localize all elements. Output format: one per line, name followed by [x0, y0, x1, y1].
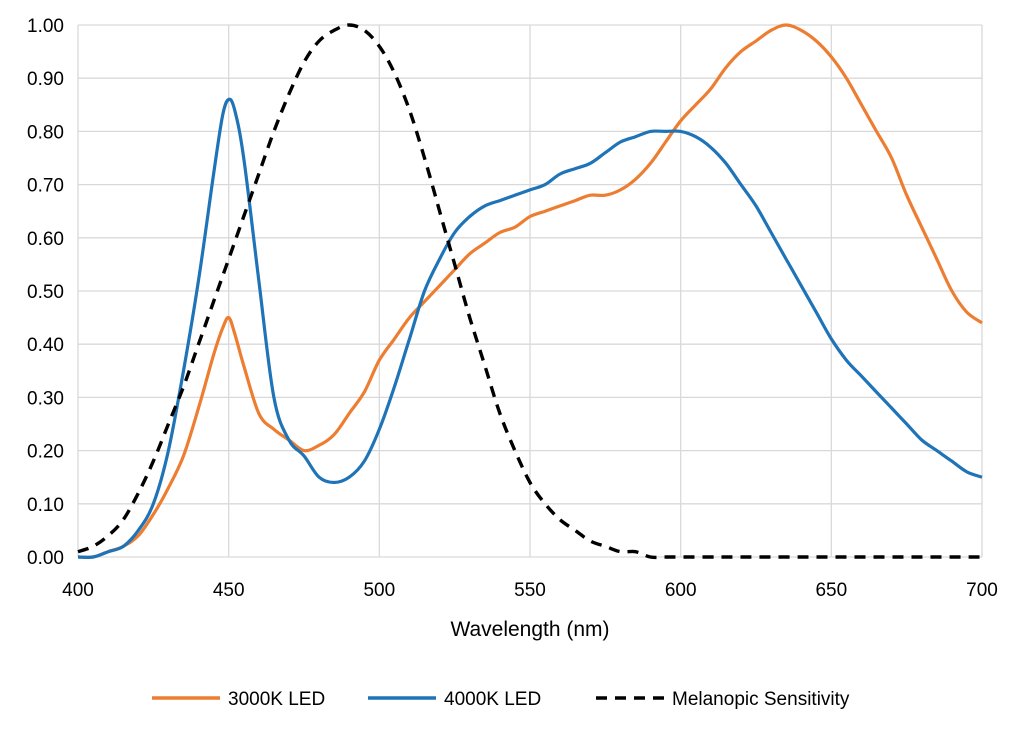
y-tick-label: 0.40 [27, 335, 64, 356]
legend-item-3000k-led: 3000K LED [152, 689, 325, 710]
x-tick-label: 600 [665, 580, 697, 601]
x-tick-label: 700 [966, 580, 998, 601]
y-tick-label: 0.70 [27, 176, 64, 197]
y-tick-label: 1.00 [27, 16, 64, 37]
y-tick-label: 0.60 [27, 229, 64, 250]
x-tick-label: 450 [213, 580, 245, 601]
y-tick-label: 0.10 [27, 495, 64, 516]
x-axis-ticks: 400 450 500 550 600 650 700 [62, 580, 998, 601]
series-lines [77, 23, 983, 560]
series-line-4000k-led [77, 97, 983, 559]
legend: 3000K LED 4000K LED Melanopic Sensitivity [152, 689, 850, 710]
x-tick-label: 500 [363, 580, 395, 601]
x-tick-label: 400 [62, 580, 94, 601]
y-tick-label: 0.00 [27, 548, 64, 569]
y-tick-label: 0.50 [27, 282, 64, 303]
legend-label: 3000K LED [228, 689, 325, 710]
x-tick-label: 650 [815, 580, 847, 601]
y-axis-ticks: 0.00 0.10 0.20 0.30 0.40 0.50 0.60 0.70 0.80 0.90… [27, 16, 64, 569]
legend-item-melanopic-sensitivity: Melanopic Sensitivity [596, 689, 850, 710]
y-tick-label: 0.80 [27, 122, 64, 143]
series-line-melanopic-sensitivity [77, 23, 982, 560]
legend-item-4000k-led: 4000K LED [368, 689, 541, 710]
legend-label: Melanopic Sensitivity [672, 689, 850, 710]
y-tick-label: 0.30 [27, 388, 64, 409]
y-tick-label: 0.20 [27, 442, 64, 463]
gridlines [77, 24, 983, 558]
y-tick-label: 0.90 [27, 69, 64, 90]
x-axis-title: Wavelength (nm) [450, 618, 609, 641]
x-tick-label: 550 [514, 580, 546, 601]
series-line-3000k-led [77, 23, 983, 559]
legend-label: 4000K LED [444, 689, 541, 710]
